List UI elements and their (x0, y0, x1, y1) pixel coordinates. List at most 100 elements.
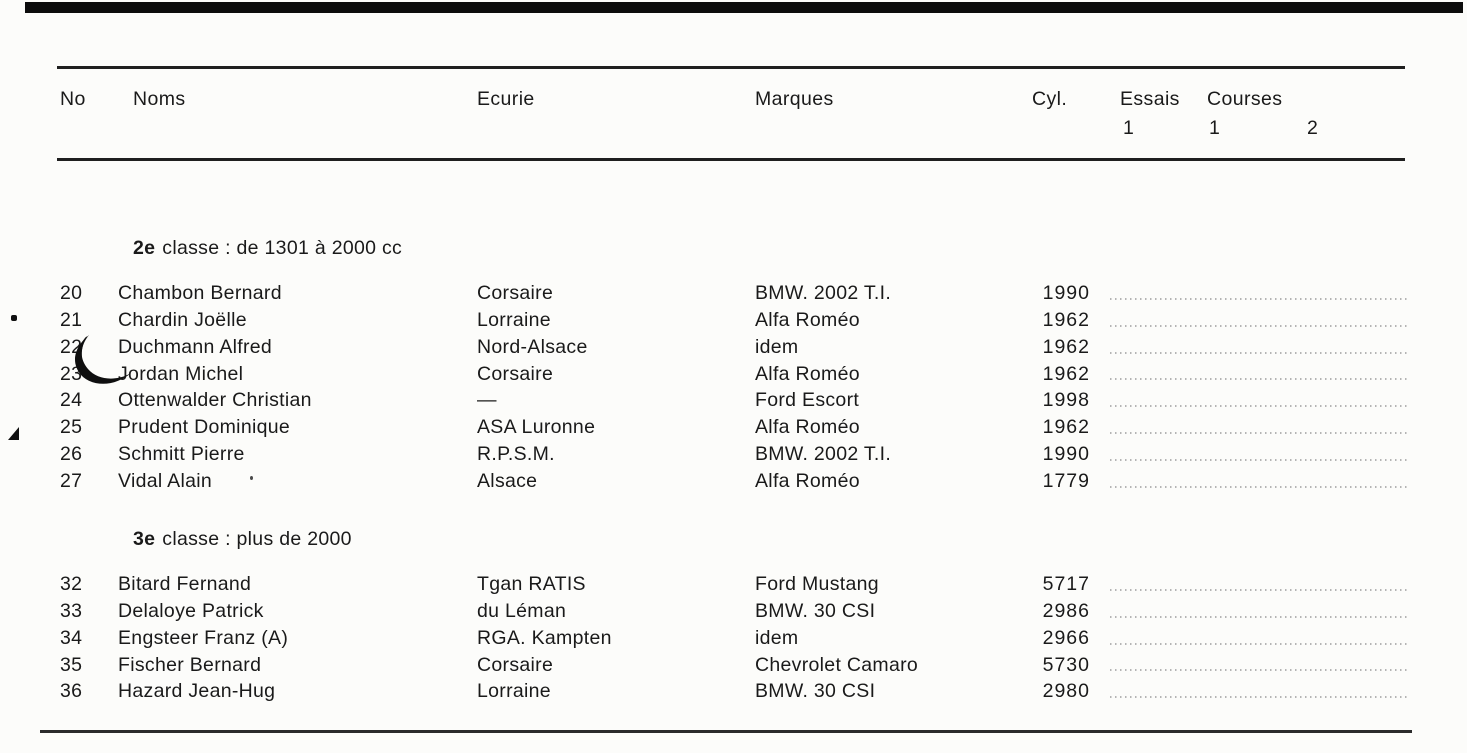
subcolumn-essais-1: 1 (1123, 117, 1135, 139)
row-marque: BMW. 30 CSI (755, 680, 876, 703)
row-ecurie: Lorraine (477, 308, 551, 331)
column-header-courses: Courses (1207, 88, 1283, 110)
row-no: 32 (60, 573, 83, 595)
table-row: 27 Vidal Alain Alsace Alfa Roméo 1779 (57, 468, 1417, 495)
row-ecurie: — (477, 389, 497, 412)
row-name: Vidal Alain (118, 469, 213, 492)
row-marque: Chevrolet Camaro (755, 653, 919, 676)
row-name: Jordan Michel (118, 362, 244, 385)
column-header-ecurie: Ecurie (477, 88, 535, 110)
row-dotted-line (1110, 696, 1410, 699)
top-scan-bar (25, 2, 1463, 13)
row-marque: BMW. 2002 T.I. (755, 443, 892, 466)
row-no: 26 (60, 443, 83, 466)
subcolumn-courses-1: 1 (1209, 117, 1221, 139)
row-name: Ottenwalder Christian (118, 389, 312, 412)
row-cyl: 1779 (1042, 469, 1090, 492)
row-cyl: 5717 (1042, 573, 1090, 595)
table-row: 25 Prudent Dominique ASA Luronne Alfa Ro… (57, 414, 1417, 441)
row-dotted-line (1110, 642, 1410, 645)
row-cyl: 1962 (1042, 308, 1090, 331)
row-no: 21 (60, 308, 83, 331)
table-row: 24 Ottenwalder Christian — Ford Escort 1… (57, 387, 1417, 414)
class-heading-number: 2e (133, 237, 156, 259)
column-header-cyl: Cyl. (1032, 88, 1068, 110)
row-no: 34 (60, 626, 83, 649)
table-row: 36 Hazard Jean-Hug Lorraine BMW. 30 CSI … (57, 678, 1417, 705)
margin-dot-mark (11, 315, 17, 321)
table-row: 22 Duchmann Alfred Nord-Alsace idem 1962 (57, 334, 1417, 361)
row-no: 35 (60, 653, 83, 676)
ink-blot-mark (75, 335, 131, 384)
row-marque: Alfa Roméo (755, 416, 860, 439)
row-marque: idem (755, 335, 799, 358)
row-no: 25 (60, 416, 83, 439)
row-dotted-line (1110, 588, 1410, 591)
row-ecurie: Nord-Alsace (477, 335, 588, 358)
row-ecurie: Corsaire (477, 362, 554, 385)
row-dotted-line (1110, 405, 1410, 408)
class-heading-text: classe : de 1301 à 2000 cc (162, 237, 403, 259)
row-cyl: 1998 (1042, 389, 1090, 412)
row-ecurie: RGA. Kampten (477, 626, 612, 649)
column-header-marques: Marques (755, 88, 834, 110)
row-dotted-line (1110, 669, 1410, 672)
row-cyl: 1990 (1042, 282, 1090, 304)
row-marque: BMW. 2002 T.I. (755, 282, 892, 304)
row-cyl: 2966 (1042, 626, 1090, 649)
row-dotted-line (1110, 432, 1410, 435)
page-bottom-rule (40, 730, 1412, 733)
class-3e-rows: 32 Bitard Fernand Tgan RATIS Ford Mustan… (57, 571, 1417, 705)
row-name: Bitard Fernand (118, 573, 252, 595)
row-marque: idem (755, 626, 799, 649)
table-row: 33 Delaloye Patrick du Léman BMW. 30 CSI… (57, 598, 1417, 625)
row-dotted-line (1110, 378, 1410, 381)
table-row: 32 Bitard Fernand Tgan RATIS Ford Mustan… (57, 571, 1417, 598)
table-row: 20 Chambon Bernard Corsaire BMW. 2002 T.… (57, 280, 1417, 307)
row-no: 20 (60, 282, 83, 304)
table-row: 34 Engsteer Franz (A) RGA. Kampten idem … (57, 625, 1417, 652)
row-marque: BMW. 30 CSI (755, 599, 876, 622)
header-rule-bottom (57, 158, 1405, 161)
row-name: Duchmann Alfred (118, 335, 273, 358)
row-ecurie: Corsaire (477, 282, 554, 304)
row-cyl: 2986 (1042, 599, 1090, 622)
row-name: Delaloye Patrick (118, 599, 264, 622)
row-name: Hazard Jean-Hug (118, 680, 276, 703)
table-row: 26 Schmitt Pierre R.P.S.M. BMW. 2002 T.I… (57, 441, 1417, 468)
row-no: 27 (60, 469, 83, 492)
row-ecurie: Corsaire (477, 653, 554, 676)
row-marque: Alfa Roméo (755, 362, 860, 385)
row-marque: Ford Escort (755, 389, 860, 412)
class-heading-text: classe : plus de 2000 (162, 528, 352, 550)
row-name: Fischer Bernard (118, 653, 262, 676)
margin-triangle-mark (8, 427, 19, 440)
row-cyl: 5730 (1042, 653, 1090, 676)
column-header-noms: Noms (133, 88, 186, 110)
row-cyl: 1962 (1042, 416, 1090, 439)
row-name: Engsteer Franz (A) (118, 626, 289, 649)
row-dotted-line (1110, 324, 1410, 327)
row-dotted-line (1110, 615, 1410, 618)
row-dotted-line (1110, 297, 1410, 300)
column-header-essais: Essais (1120, 88, 1180, 110)
scan-speck (250, 476, 253, 480)
row-cyl: 2980 (1042, 680, 1090, 703)
column-header-no: No (60, 88, 86, 110)
row-name: Prudent Dominique (118, 416, 291, 439)
row-dotted-line (1110, 485, 1410, 488)
row-dotted-line (1110, 351, 1410, 354)
row-marque: Alfa Roméo (755, 469, 860, 492)
table-row: 21 Chardin Joëlle Lorraine Alfa Roméo 19… (57, 307, 1417, 334)
row-no: 36 (60, 680, 83, 703)
row-no: 23 (60, 362, 83, 385)
table-row: 23 Jordan Michel Corsaire Alfa Roméo 196… (57, 361, 1417, 388)
class-2e-rows: 20 Chambon Bernard Corsaire BMW. 2002 T.… (57, 280, 1417, 495)
row-no: 33 (60, 599, 83, 622)
row-ecurie: R.P.S.M. (477, 443, 555, 466)
row-ecurie: du Léman (477, 599, 567, 622)
table-row: 35 Fischer Bernard Corsaire Chevrolet Ca… (57, 652, 1417, 679)
row-name: Chambon Bernard (118, 282, 282, 304)
row-dotted-line (1110, 458, 1410, 461)
